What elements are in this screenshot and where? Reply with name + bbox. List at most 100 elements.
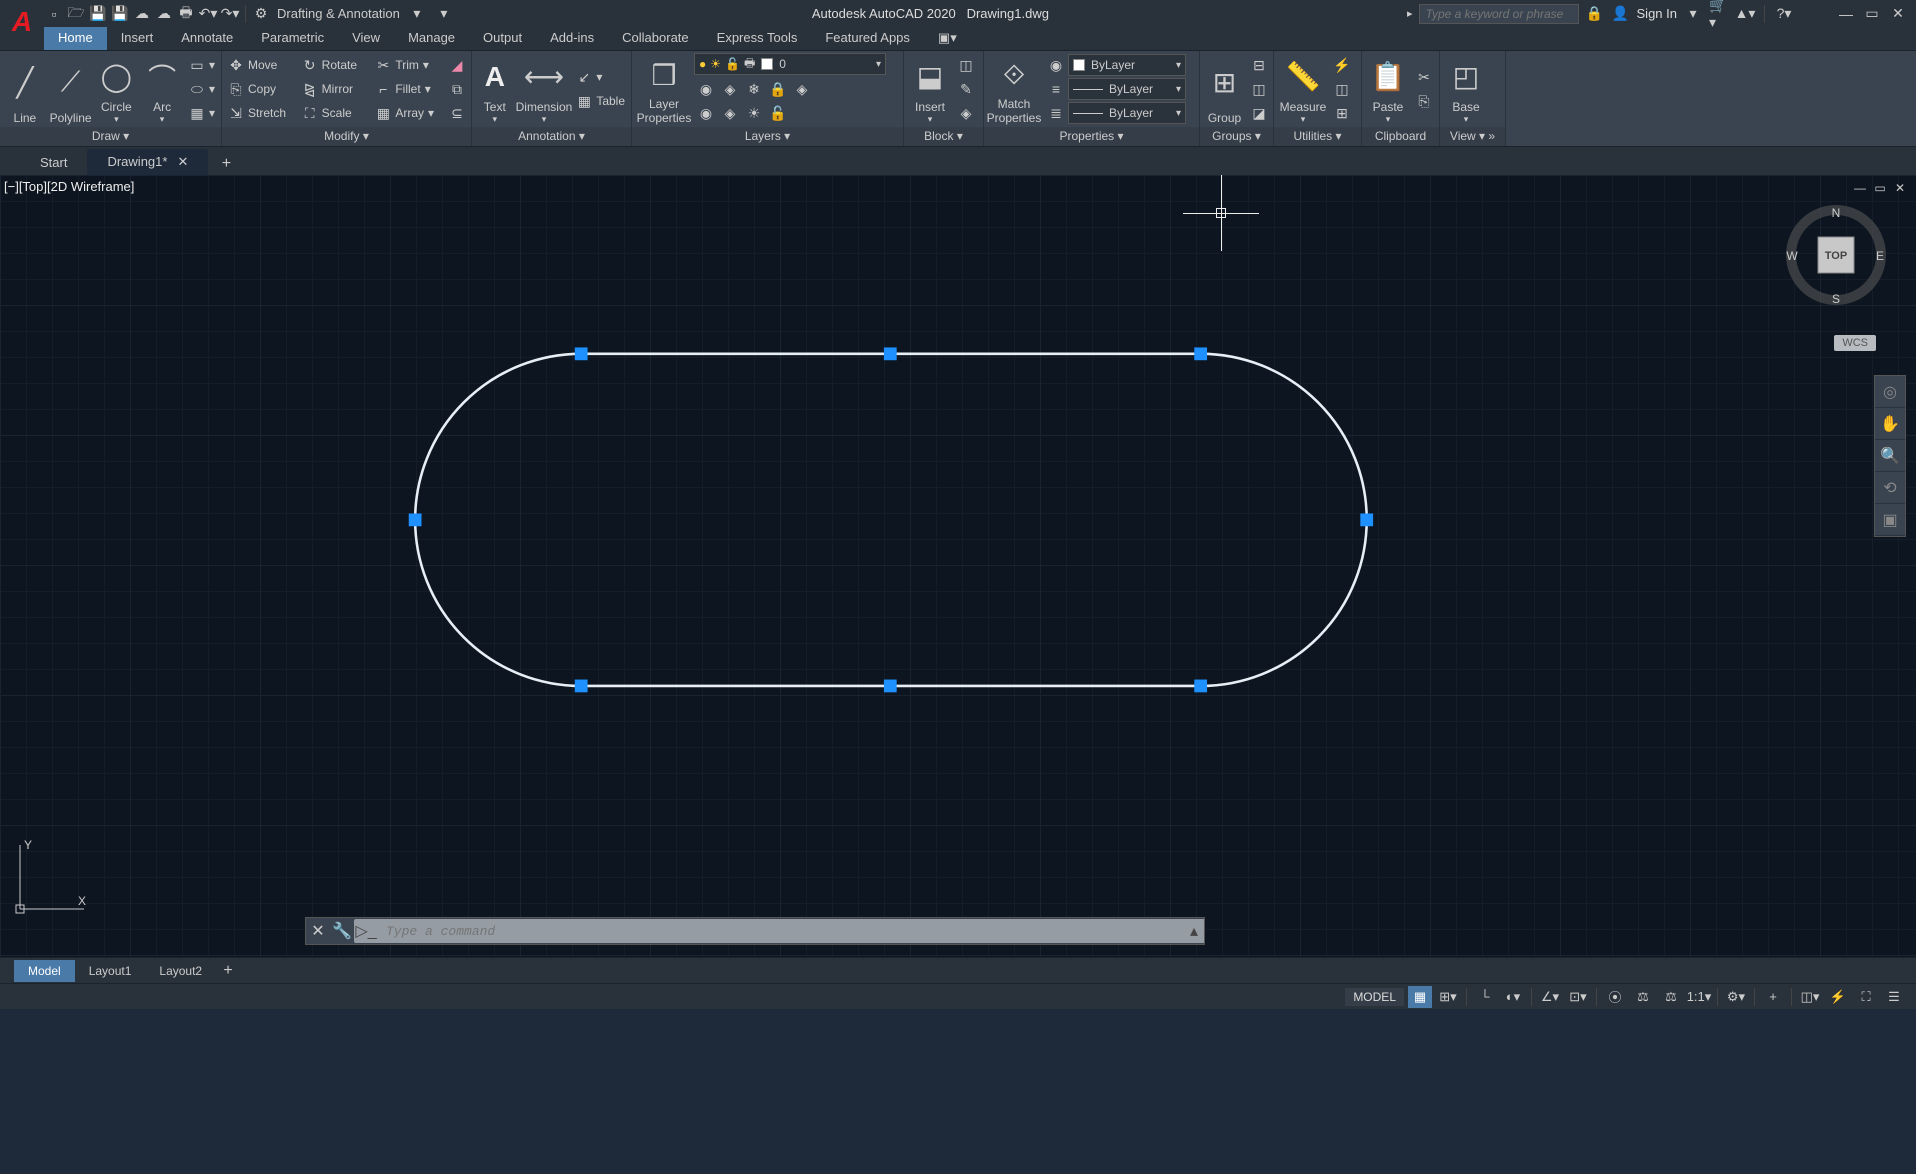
layer-iso-button[interactable]: ◈	[718, 77, 742, 101]
grip[interactable]	[1194, 680, 1207, 693]
panel-view-label[interactable]: View ▾ »	[1440, 127, 1505, 146]
grip[interactable]	[1360, 513, 1373, 526]
command-input[interactable]	[378, 919, 1184, 943]
copyclip-button[interactable]: ⎘	[1412, 89, 1436, 113]
move-button[interactable]: ✥Move	[224, 53, 298, 77]
grip[interactable]	[409, 513, 422, 526]
wcs-badge[interactable]: WCS	[1834, 335, 1876, 351]
web-open-icon[interactable]: ☁	[132, 4, 152, 24]
scale-button[interactable]: ⛶Scale	[298, 101, 372, 125]
tab-home[interactable]: Home	[44, 27, 107, 50]
panel-properties-label[interactable]: Properties ▾	[984, 127, 1199, 146]
minimize-icon[interactable]: —	[1836, 4, 1856, 24]
workspace-label[interactable]: Drafting & Annotation	[277, 6, 400, 21]
panel-annotation-label[interactable]: Annotation ▾	[472, 127, 631, 146]
tab-addins[interactable]: Add-ins	[536, 27, 608, 50]
cmd-wrench-icon[interactable]: 🔧	[330, 919, 354, 943]
app-exchange-icon[interactable]: ▲▾	[1735, 4, 1755, 24]
nav-pan-button[interactable]: ✋	[1875, 408, 1905, 440]
tab-output[interactable]: Output	[469, 27, 536, 50]
panel-modify-label[interactable]: Modify ▾	[222, 127, 471, 146]
layer-off-button[interactable]: ◉	[694, 77, 718, 101]
layer-match-button[interactable]: ◈	[790, 77, 814, 101]
edit-attr-button[interactable]: ◈	[954, 101, 978, 125]
polyline-button[interactable]: ⟋Polyline	[48, 53, 94, 125]
tab-more-icon[interactable]: ▣▾	[924, 27, 971, 50]
panel-draw-label[interactable]: Draw ▾	[0, 127, 221, 146]
plot-icon[interactable]: 🖶	[176, 4, 196, 24]
file-tab-drawing[interactable]: Drawing1*✕	[87, 149, 208, 175]
trim-button[interactable]: ✂Trim ▾	[371, 53, 445, 77]
qat-dropdown-icon[interactable]: ▾	[434, 4, 454, 24]
tab-collaborate[interactable]: Collaborate	[608, 27, 703, 50]
nav-zoom-button[interactable]: 🔍	[1875, 440, 1905, 472]
tab-annotate[interactable]: Annotate	[167, 27, 247, 50]
signin-dropdown-icon[interactable]: ▾	[1683, 4, 1703, 24]
paste-button[interactable]: 📋Paste▾	[1364, 53, 1412, 125]
ungroup-button[interactable]: ⊟	[1247, 53, 1271, 77]
quickselect-button[interactable]: ⚡	[1330, 53, 1354, 77]
close-icon[interactable]: ✕	[1888, 4, 1908, 24]
help-icon[interactable]: ?▾	[1774, 4, 1794, 24]
grip[interactable]	[884, 680, 897, 693]
nav-showmotion-button[interactable]: ▣	[1875, 504, 1905, 536]
nav-orbit-button[interactable]: ⟲	[1875, 472, 1905, 504]
layer-on-button[interactable]: ◉	[694, 101, 718, 125]
workspace-dropdown-icon[interactable]: ▾	[402, 4, 432, 24]
infocenter-arrow-icon[interactable]: ▸	[1407, 7, 1413, 20]
dimension-button[interactable]: ⟷Dimension▾	[516, 53, 573, 125]
tab-close-icon[interactable]: ✕	[177, 154, 188, 169]
leader-button[interactable]: ↙▾	[572, 65, 629, 89]
panel-clipboard-label[interactable]: Clipboard	[1362, 127, 1439, 146]
grip[interactable]	[884, 347, 897, 360]
explode-button[interactable]: ⧉	[445, 77, 469, 101]
rotate-button[interactable]: ↻Rotate	[298, 53, 372, 77]
edit-block-button[interactable]: ✎	[954, 77, 978, 101]
workspace-gear-icon[interactable]: ⚙	[251, 4, 271, 24]
table-button[interactable]: ▦Table	[572, 89, 629, 113]
tab-view[interactable]: View	[338, 27, 394, 50]
color-dropdown[interactable]: ByLayer▾	[1068, 54, 1186, 76]
copy-button[interactable]: ⎘Copy	[224, 77, 298, 101]
tab-express[interactable]: Express Tools	[703, 27, 812, 50]
array-button[interactable]: ▦Array ▾	[371, 101, 445, 125]
group-edit-button[interactable]: ◫	[1247, 77, 1271, 101]
rectangle-button[interactable]: ▭▾	[185, 53, 219, 77]
drawing-canvas[interactable]	[0, 175, 1916, 1174]
search-input[interactable]	[1419, 4, 1579, 24]
offset-button[interactable]: ⊆	[445, 101, 469, 125]
grip[interactable]	[575, 347, 588, 360]
open-icon[interactable]: 🗁	[66, 4, 86, 24]
layer-lock-button[interactable]: 🔒	[766, 77, 790, 101]
redo-icon[interactable]: ↷▾	[220, 4, 240, 24]
saveas-icon[interactable]: 💾	[110, 4, 130, 24]
line-button[interactable]: ╱Line	[2, 53, 48, 125]
panel-block-label[interactable]: Block ▾	[904, 127, 983, 146]
linetype-control-icon[interactable]: ≣	[1044, 101, 1068, 125]
arc-button[interactable]: ⌒Arc▾	[139, 53, 185, 125]
app-logo[interactable]: A	[2, 2, 42, 42]
web-save-icon[interactable]: ☁	[154, 4, 174, 24]
layer-uniso-button[interactable]: ◈	[718, 101, 742, 125]
grip[interactable]	[575, 680, 588, 693]
layer-freeze-button[interactable]: ❄	[742, 77, 766, 101]
new-icon[interactable]: ▫	[44, 4, 64, 24]
user-icon[interactable]: 👤	[1611, 4, 1631, 24]
save-icon[interactable]: 💾	[88, 4, 108, 24]
maximize-icon[interactable]: ▭	[1862, 4, 1882, 24]
calc-button[interactable]: ⊞	[1330, 101, 1354, 125]
cart-icon[interactable]: 🛒▾	[1709, 4, 1729, 24]
layer-unlock-button[interactable]: 🔓	[766, 101, 790, 125]
cmd-history-icon[interactable]: ▴	[1184, 919, 1204, 943]
autodesk-account-icon[interactable]: 🔒	[1585, 4, 1605, 24]
tab-featured[interactable]: Featured Apps	[811, 27, 924, 50]
stretch-button[interactable]: ⇲Stretch	[224, 101, 298, 125]
measure-button[interactable]: 📏Measure▾	[1276, 53, 1330, 125]
undo-icon[interactable]: ↶▾	[198, 4, 218, 24]
layer-thaw-button[interactable]: ☀	[742, 101, 766, 125]
cmd-close-icon[interactable]: ✕	[306, 919, 330, 943]
circle-button[interactable]: ◯Circle▾	[93, 53, 139, 125]
ellipse-button[interactable]: ⬭▾	[185, 77, 219, 101]
ucs-icon[interactable]: Y X	[12, 837, 92, 917]
tab-insert[interactable]: Insert	[107, 27, 168, 50]
